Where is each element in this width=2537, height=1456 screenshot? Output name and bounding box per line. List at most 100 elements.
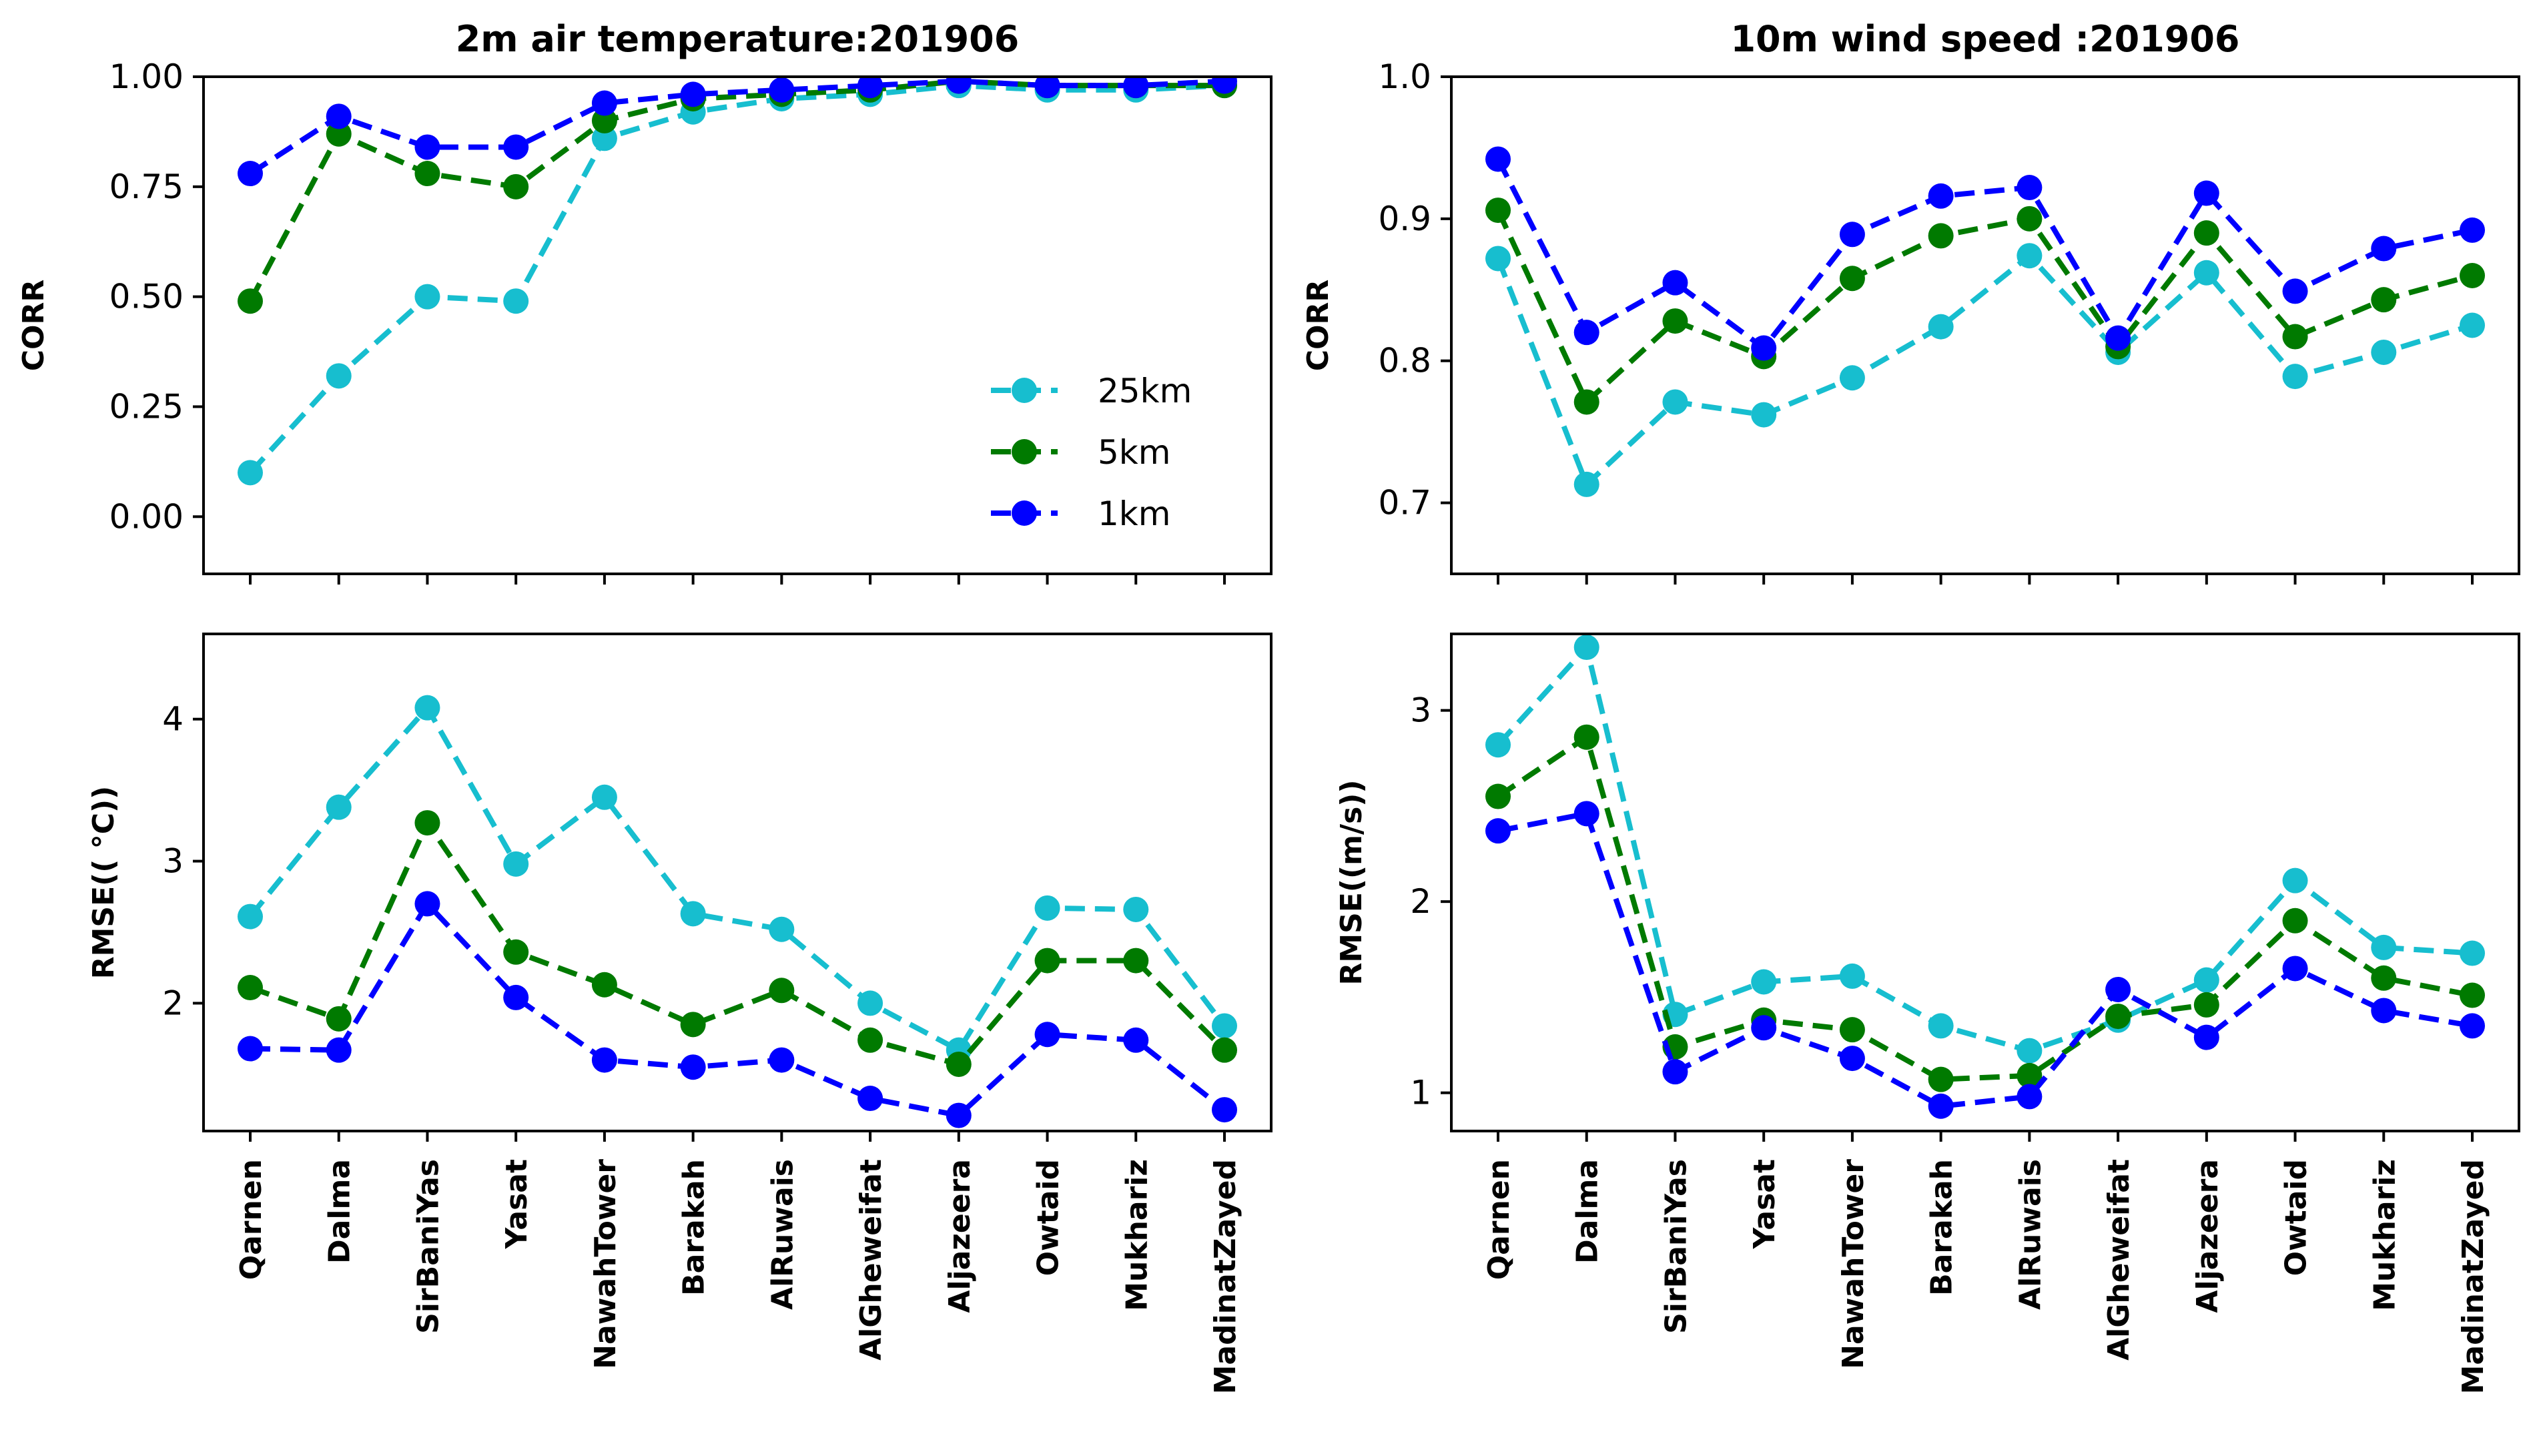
x-tick-label: Owtaid xyxy=(2279,1159,2313,1276)
x-tick-label: MadinatZayed xyxy=(2456,1159,2490,1394)
x-tick-label: Aljazeera xyxy=(943,1159,977,1313)
y-axis-label: RMSE((m/s)) xyxy=(1335,780,1369,986)
data-point-1km xyxy=(414,134,440,160)
y-tick-label: 1 xyxy=(1410,1074,1431,1112)
data-point-5km xyxy=(857,1027,883,1053)
legend-marker-1km xyxy=(1012,500,1037,526)
data-point-5km xyxy=(2105,1004,2131,1030)
data-point-5km xyxy=(326,121,352,147)
x-tick-label: Yasat xyxy=(500,1159,534,1249)
axes-frame xyxy=(202,633,1273,1132)
data-point-5km xyxy=(1485,198,1511,224)
data-point-1km xyxy=(1034,1022,1060,1048)
data-point-5km xyxy=(238,975,263,1001)
y-tick-label: 3 xyxy=(162,842,184,881)
data-point-1km xyxy=(2282,956,2308,982)
data-point-25km xyxy=(2017,1038,2043,1064)
plot-area xyxy=(1485,146,2485,497)
series-line-5km xyxy=(1495,209,2474,405)
data-point-5km xyxy=(1928,223,1954,249)
data-point-1km xyxy=(326,1037,352,1063)
x-tick-label: SirBaniYas xyxy=(411,1159,445,1334)
data-point-1km xyxy=(1123,77,1149,99)
data-point-5km xyxy=(769,978,795,1004)
data-point-1km xyxy=(414,891,440,917)
data-point-1km xyxy=(1212,77,1237,94)
data-point-25km xyxy=(680,901,706,927)
x-tick-label: Barakah xyxy=(1925,1159,1959,1296)
y-tick-label: 0.50 xyxy=(109,278,184,316)
data-point-25km xyxy=(1485,732,1511,758)
x-tick-label: Dalma xyxy=(323,1159,357,1264)
chart-title: 10m wind speed :201906 xyxy=(1730,18,2239,60)
data-point-1km xyxy=(2460,217,2485,243)
data-point-25km xyxy=(2282,364,2308,390)
data-point-25km xyxy=(326,363,352,389)
legend-marker-5km xyxy=(1012,439,1037,464)
data-point-1km xyxy=(2105,976,2131,1002)
x-tick-label: MadinatZayed xyxy=(1208,1159,1242,1394)
series-line-1km xyxy=(250,901,1226,1118)
data-point-1km xyxy=(238,1036,263,1062)
data-point-5km xyxy=(1034,948,1060,974)
plot-area xyxy=(238,695,1237,1128)
panel-temp-corr: 2m air temperature:201906 CORR 0.00 0.25 0.5… xyxy=(17,18,1273,585)
data-point-1km xyxy=(2193,180,2219,206)
panel-wind-rmse: RMSE((m/s)) 1 2 3 Qarnen Dalma SirBaniYas Yasat… xyxy=(1335,633,2520,1394)
y-tick-label: 0.25 xyxy=(109,387,184,426)
legend-label-5km: 5km xyxy=(1098,433,1170,472)
data-point-1km xyxy=(946,1102,972,1128)
x-tick-label: Qarnen xyxy=(234,1159,268,1280)
data-point-5km xyxy=(1928,1066,1954,1092)
data-point-5km xyxy=(2371,965,2397,991)
data-point-5km xyxy=(2282,324,2308,350)
data-point-5km xyxy=(238,288,263,314)
y-axis-label: CORR xyxy=(17,280,51,371)
data-point-5km xyxy=(414,810,440,836)
data-point-5km xyxy=(503,173,529,200)
data-point-1km xyxy=(1928,183,1954,209)
data-point-5km xyxy=(946,1051,972,1077)
data-point-1km xyxy=(857,1086,883,1112)
data-point-25km xyxy=(857,990,883,1016)
y-tick-label: 0.7 xyxy=(1378,484,1431,522)
x-tick-label: Owtaid xyxy=(1032,1159,1066,1276)
data-point-1km xyxy=(2282,278,2308,304)
data-point-1km xyxy=(680,1054,706,1080)
y-tick-label: 0.00 xyxy=(109,497,184,536)
data-point-1km xyxy=(680,81,706,107)
data-point-25km xyxy=(2460,940,2485,966)
data-point-25km xyxy=(414,284,440,310)
y-tick-label: 3 xyxy=(1410,691,1431,730)
data-point-1km xyxy=(1839,222,1865,248)
x-tick-label: Qarnen xyxy=(1482,1159,1516,1280)
y-tick-label: 1.00 xyxy=(109,57,184,96)
axes-frame xyxy=(1450,633,2520,1132)
data-point-5km xyxy=(2193,220,2219,246)
series-line-25km xyxy=(248,83,1225,475)
data-point-25km xyxy=(591,125,617,151)
series-line-5km xyxy=(248,78,1224,303)
series-line-25km xyxy=(248,705,1227,1053)
data-point-5km xyxy=(1573,389,1599,415)
data-point-1km xyxy=(1034,77,1060,99)
x-tick-label: AlGheweifat xyxy=(854,1159,888,1361)
x-tick-label: Mukhariz xyxy=(2368,1159,2402,1311)
data-point-1km xyxy=(769,1047,795,1073)
series-line-5km xyxy=(1496,734,2473,1082)
data-point-5km xyxy=(414,161,440,187)
series-line-1km xyxy=(248,78,1225,176)
data-point-1km xyxy=(238,161,263,187)
data-point-5km xyxy=(680,1012,706,1038)
x-tick-label: Aljazeera xyxy=(2191,1159,2225,1313)
x-tick-label: AlRuwais xyxy=(765,1159,799,1310)
data-point-1km xyxy=(326,103,352,129)
data-point-25km xyxy=(238,460,263,486)
y-axis-label: CORR xyxy=(1301,280,1335,371)
data-point-1km xyxy=(591,1047,617,1073)
data-point-5km xyxy=(2460,982,2485,1008)
data-point-25km xyxy=(1662,389,1688,415)
data-point-5km xyxy=(1123,948,1149,974)
x-tick-label: Mukhariz xyxy=(1120,1159,1154,1311)
data-point-1km xyxy=(769,77,795,103)
